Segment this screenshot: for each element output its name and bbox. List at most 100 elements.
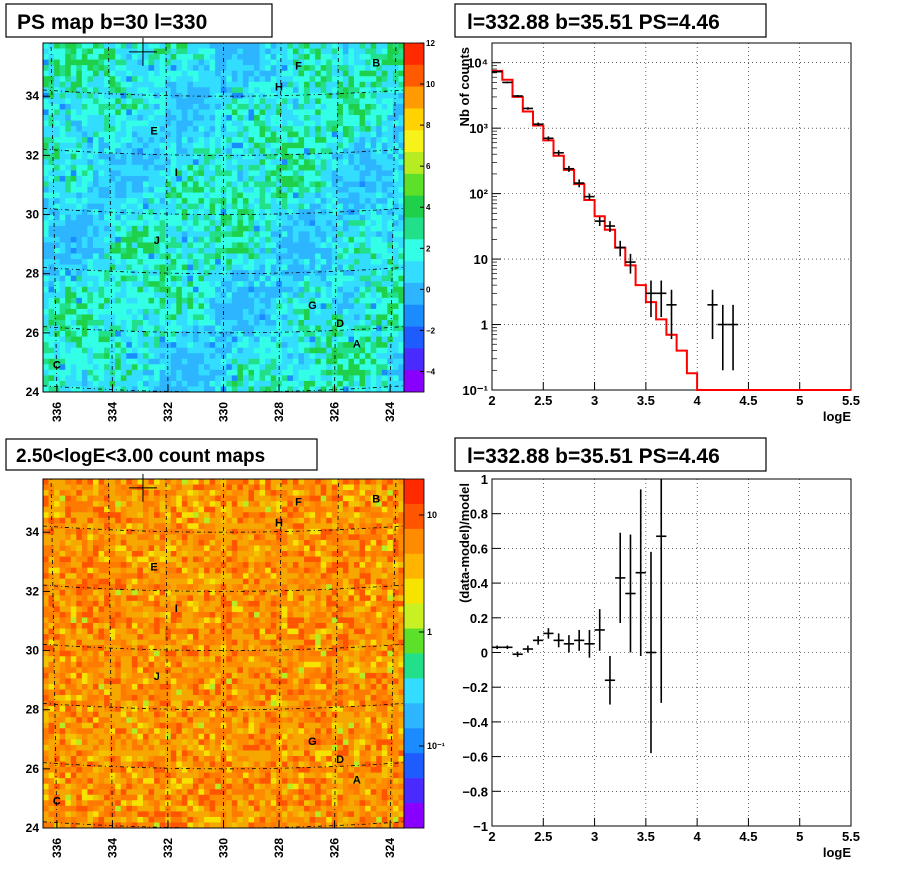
heatmap-cell xyxy=(98,567,105,574)
heatmap-cell xyxy=(92,364,99,371)
heatmap-cell xyxy=(43,551,49,557)
heatmap-cell xyxy=(387,70,394,77)
heatmap-cell xyxy=(392,236,399,243)
heatmap-cell xyxy=(342,92,349,99)
heatmap-cell xyxy=(387,331,394,337)
heatmap-cell xyxy=(365,281,371,288)
heatmap-cell xyxy=(43,689,49,696)
heatmap-cell xyxy=(70,297,77,304)
heatmap-cell xyxy=(370,48,377,55)
heatmap-cell xyxy=(309,131,316,138)
heatmap-cell xyxy=(104,247,110,254)
heatmap-cell xyxy=(170,353,177,360)
heatmap-cell xyxy=(154,70,160,77)
heatmap-cell xyxy=(159,164,166,171)
heatmap-cell xyxy=(176,159,183,166)
heatmap-cell xyxy=(192,98,199,105)
heatmap-cell xyxy=(65,573,72,580)
heatmap-cell xyxy=(148,336,155,343)
heatmap-cell xyxy=(348,48,355,55)
heatmap-cell xyxy=(137,76,144,83)
heatmap-cell xyxy=(70,816,77,823)
heatmap-cell xyxy=(376,364,383,371)
heatmap-cell xyxy=(92,209,99,216)
heatmap-cell xyxy=(287,331,294,337)
heatmap-cell xyxy=(359,242,366,249)
heatmap-cell xyxy=(331,380,338,387)
heatmap-cell xyxy=(176,59,183,66)
source-label-i: I xyxy=(175,167,178,179)
heatmap-cell xyxy=(81,54,88,60)
heatmap-cell xyxy=(276,131,283,138)
heatmap-cell xyxy=(231,153,238,160)
heatmap-cell xyxy=(326,175,333,182)
heatmap-cell xyxy=(387,81,394,88)
data-point xyxy=(553,150,564,156)
heatmap-cell xyxy=(326,236,333,243)
heatmap-cell xyxy=(87,286,94,293)
heatmap-cell xyxy=(359,214,366,221)
heatmap-cell xyxy=(342,236,349,243)
heatmap-cell xyxy=(292,164,299,171)
heatmap-cell xyxy=(231,331,238,337)
heatmap-cell xyxy=(148,98,155,105)
heatmap-cell xyxy=(381,292,388,299)
heatmap-cell xyxy=(70,48,77,55)
heatmap-cell xyxy=(81,733,88,740)
heatmap-cell xyxy=(48,87,55,94)
heatmap-cell xyxy=(309,297,316,304)
heatmap-cell xyxy=(181,220,188,227)
heatmap-cell xyxy=(59,220,66,227)
heatmap-cell xyxy=(154,48,160,55)
heatmap-cell xyxy=(176,48,183,55)
heatmap-cell xyxy=(187,331,194,337)
heatmap-cell xyxy=(170,242,177,249)
heatmap-cell xyxy=(48,506,55,513)
heatmap-cell xyxy=(148,54,155,60)
data-point xyxy=(666,289,677,340)
heatmap-cell xyxy=(209,148,216,155)
heatmap-cell xyxy=(187,203,194,210)
heatmap-cell xyxy=(126,220,133,227)
heatmap-cell xyxy=(226,126,233,132)
heatmap-cell xyxy=(187,231,194,238)
heatmap-cell xyxy=(165,148,172,155)
heatmap-cell xyxy=(204,81,210,88)
heatmap-cell xyxy=(320,297,327,304)
heatmap-cell xyxy=(70,331,77,337)
heatmap-cell xyxy=(48,314,55,321)
heatmap-cell xyxy=(142,303,149,310)
heatmap-cell xyxy=(65,203,72,210)
heatmap-cell xyxy=(398,131,405,138)
heatmap-cell xyxy=(187,120,194,127)
heatmap-cell xyxy=(48,761,55,768)
heatmap-cell xyxy=(298,292,305,299)
heatmap-cell xyxy=(309,181,316,188)
heatmap-cell xyxy=(154,353,160,360)
heatmap-cell xyxy=(348,87,355,94)
heatmap-cell xyxy=(70,551,77,557)
heatmap-cell xyxy=(320,76,327,83)
heatmap-cell xyxy=(376,358,383,365)
heatmap-cell xyxy=(43,187,49,193)
heatmap-cell xyxy=(59,678,66,685)
heatmap-cell xyxy=(70,711,77,718)
heatmap-cell xyxy=(154,247,160,254)
heatmap-cell xyxy=(70,517,77,524)
heatmap-cell xyxy=(326,286,333,293)
heatmap-cell xyxy=(198,170,205,177)
heatmap-cell xyxy=(204,203,210,210)
heatmap-cell xyxy=(315,153,321,160)
heatmap-cell xyxy=(326,342,333,348)
heatmap-cell xyxy=(92,573,99,580)
heatmap-cell xyxy=(92,120,99,127)
heatmap-cell xyxy=(370,203,377,210)
heatmap-cell xyxy=(370,98,377,105)
heatmap-cell xyxy=(126,336,133,343)
heatmap-cell xyxy=(170,358,177,365)
heatmap-cell xyxy=(192,364,199,371)
heatmap-cell xyxy=(120,297,127,304)
heatmap-cell xyxy=(70,303,77,310)
heatmap-cell xyxy=(331,220,338,227)
heatmap-cell xyxy=(76,292,83,299)
